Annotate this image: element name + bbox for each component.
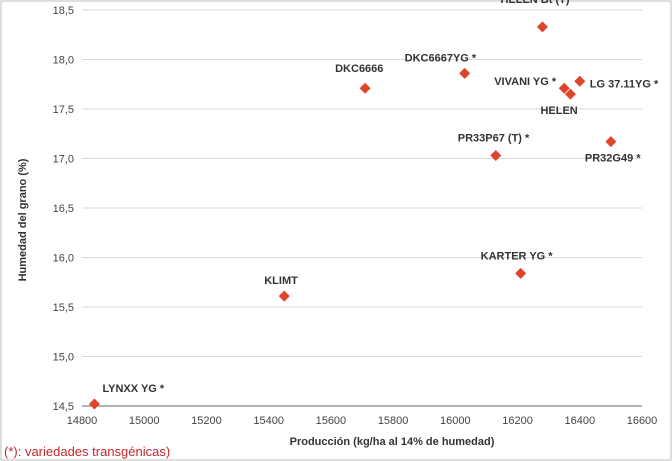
y-tick-label: 17,0 [53,154,74,166]
data-point [359,82,371,94]
x-tick-label: 14800 [67,415,98,427]
y-tick-label: 17,5 [53,104,74,116]
data-point [605,136,617,148]
data-point [558,82,570,94]
data-point [459,67,471,79]
x-tick-label: 16200 [502,415,533,427]
data-point [490,150,502,162]
data-label: LYNXX YG * [102,383,164,395]
x-axis-title: Producción (kg/ha al 14% de humedad) [290,436,495,448]
x-tick-label: 15400 [253,415,284,427]
data-label: PR33P67 (T) * [458,133,530,145]
y-tick-label: 18,0 [53,55,74,67]
data-label: DKC6666 [335,63,383,75]
x-tick-label: 16600 [627,415,658,427]
y-tick-label: 15,5 [53,302,74,314]
data-labels: HELEN Bt (T) * DKC6666 DKC6667YG * VIVANI Y… [102,0,659,395]
data-point [536,21,548,33]
footnote: (*): variedades transgénicas) [4,444,170,459]
data-point [515,267,527,279]
gridlines [82,9,642,357]
data-label: KLIMT [264,275,298,287]
data-label: PR32G49 * [585,153,641,165]
x-tick-label: 16400 [564,415,595,427]
data-points [88,21,617,410]
x-tick-labels: 14800 15000 15200 15400 15600 15800 16000 16200… [67,415,658,427]
x-tick-label: 15600 [316,415,347,427]
y-tick-labels: 14,5 15,0 15,5 16,0 16,5 17,0 17,5 18,0 18,5 [53,5,74,413]
data-label: KARTER YG * [481,250,554,262]
data-label: LG 37.11YG * [590,78,659,90]
data-point [574,75,586,87]
data-point [278,290,290,302]
y-tick-label: 16,5 [53,203,74,215]
data-label: HELEN [540,105,577,117]
y-tick-label: 15,0 [53,352,74,364]
x-tick-label: 15800 [378,415,409,427]
x-tick-label: 15200 [191,415,222,427]
y-tick-label: 18,5 [53,5,74,17]
x-tick-label: 16000 [440,415,471,427]
x-tick-label: 15000 [129,415,160,427]
y-axis-title: Humedad del grano (%) [17,158,29,281]
data-label: HELEN Bt (T) * [500,0,577,6]
data-point [88,398,100,410]
data-point [564,88,576,100]
y-tick-label: 14,5 [53,401,74,413]
y-tick-label: 16,0 [53,253,74,265]
data-label: VIVANI YG * [494,76,557,88]
data-label: DKC6667YG * [405,52,477,64]
